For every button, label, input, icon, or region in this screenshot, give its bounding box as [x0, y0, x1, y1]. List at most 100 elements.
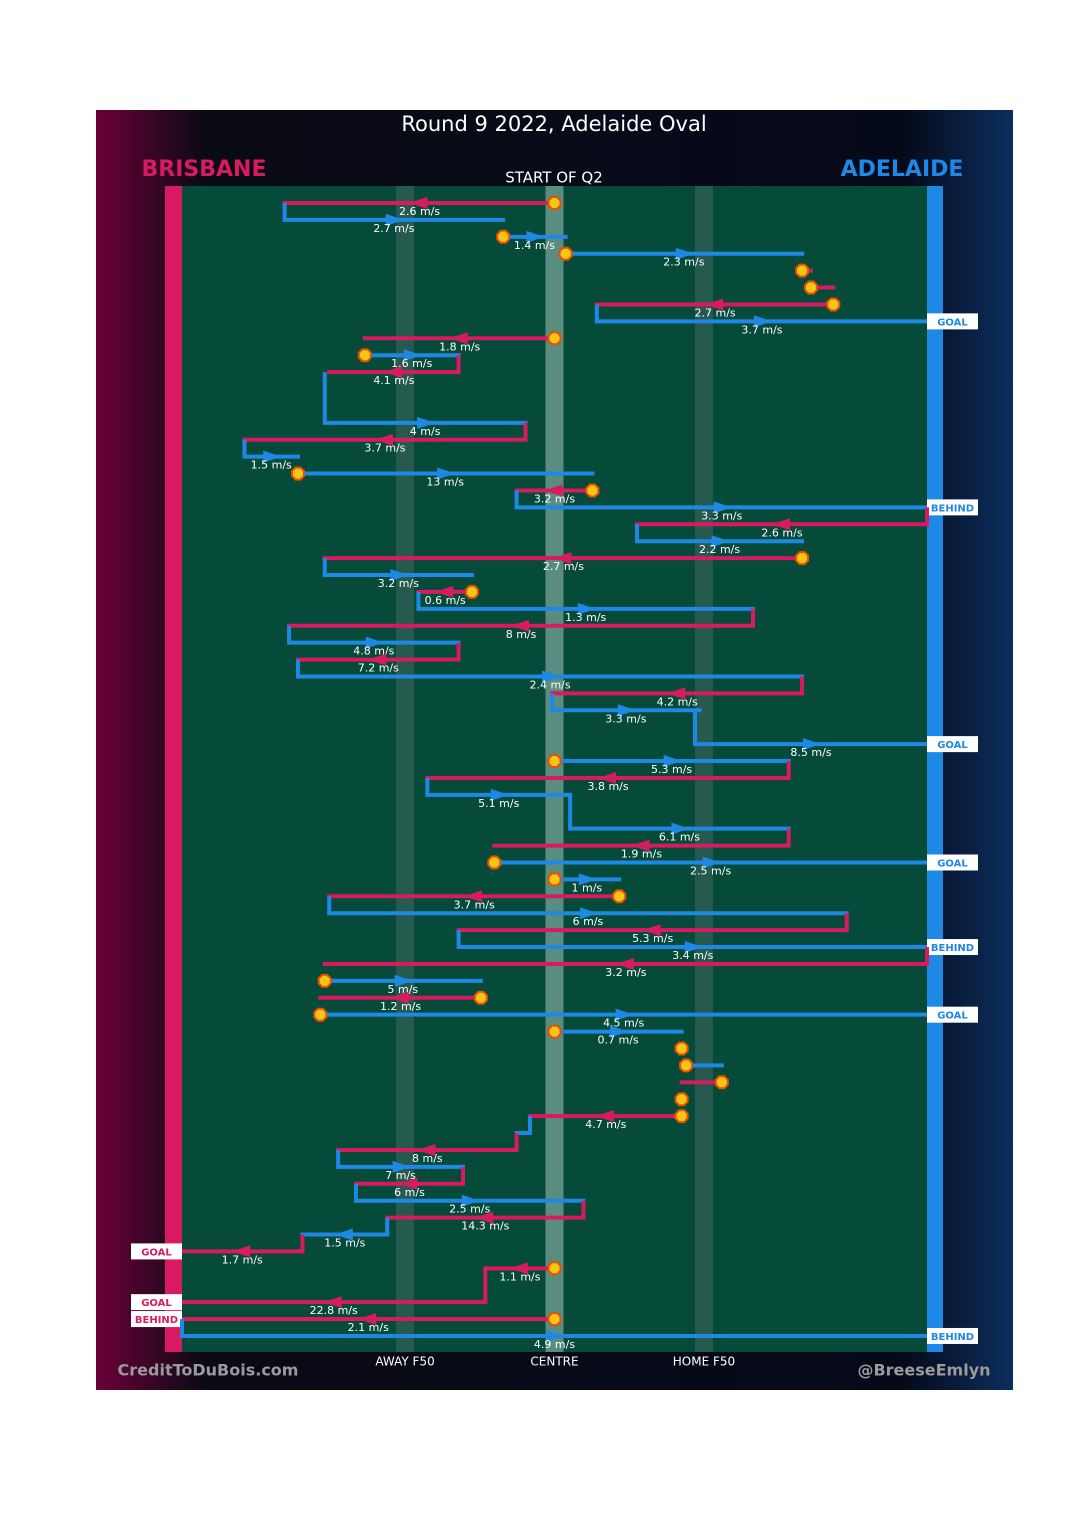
- direction-arrow: [449, 332, 468, 345]
- direction-arrow: [675, 247, 694, 260]
- speed-label: 7 m/s: [385, 1169, 416, 1182]
- stoppage-marker: [714, 1075, 729, 1090]
- stoppage-marker: [357, 348, 372, 363]
- direction-arrow: [579, 907, 598, 920]
- direction-arrow: [399, 1177, 418, 1190]
- chart-title: Round 9 2022, Adelaide Oval: [401, 112, 706, 136]
- speed-label: 2.3 m/s: [663, 256, 704, 269]
- direction-arrow: [383, 366, 402, 379]
- result-label: GOAL: [141, 1247, 172, 1258]
- stoppage-marker: [547, 1024, 562, 1039]
- speed-label: 3.7 m/s: [741, 323, 782, 336]
- stoppage-marker: [317, 973, 332, 988]
- direction-arrow: [365, 636, 384, 649]
- direction-arrow: [435, 585, 454, 598]
- direction-arrow: [663, 755, 682, 768]
- team-name: ADELAIDE: [841, 157, 964, 182]
- result-badge: [927, 939, 978, 956]
- field-marker: [694, 186, 713, 1352]
- result-badge: [131, 1294, 182, 1311]
- speed-label: 3.2 m/s: [534, 492, 575, 505]
- stoppage-marker: [612, 889, 627, 904]
- chart-subtitle: START OF Q2: [505, 169, 603, 187]
- stoppage-marker: [547, 754, 562, 768]
- stoppage-marker: [826, 297, 841, 312]
- direction-arrow: [595, 1110, 614, 1123]
- speed-label: 6.1 m/s: [659, 831, 700, 844]
- speed-label: 3.3 m/s: [701, 509, 742, 522]
- stoppage-marker: [679, 1058, 694, 1073]
- result-badge: [927, 854, 978, 871]
- result-label: GOAL: [937, 1011, 968, 1022]
- speed-label: 2.2 m/s: [699, 543, 740, 556]
- speed-label: 3.2 m/s: [378, 577, 419, 590]
- speed-label: 2.1 m/s: [348, 1321, 389, 1334]
- credit: CreditToDuBois.com: [118, 1361, 299, 1380]
- speed-label: 3.7 m/s: [364, 442, 405, 455]
- result-label: GOAL: [937, 740, 968, 751]
- speed-label: 1.5 m/s: [324, 1237, 365, 1250]
- speed-label: 2.7 m/s: [695, 306, 736, 319]
- result-badge: [927, 313, 978, 330]
- speed-label: 0.7 m/s: [597, 1034, 638, 1047]
- direction-arrow: [546, 1329, 565, 1342]
- x-tick-label: AWAY F50: [375, 1355, 434, 1369]
- direction-arrow: [753, 315, 772, 328]
- speed-label: 8.5 m/s: [790, 746, 831, 759]
- result-label: GOAL: [937, 858, 968, 869]
- speed-label: 2.5 m/s: [449, 1203, 490, 1216]
- speed-label: 3.4 m/s: [672, 949, 713, 962]
- goal-line: [165, 186, 182, 1352]
- direction-arrow: [631, 839, 650, 852]
- result-label: BEHIND: [931, 943, 974, 954]
- speed-label: 22.8 m/s: [310, 1304, 358, 1317]
- direction-arrow: [385, 213, 404, 226]
- goal-line: [927, 186, 943, 1352]
- direction-arrow: [374, 433, 393, 446]
- speed-label: 4.9 m/s: [534, 1338, 575, 1351]
- direction-arrow: [490, 788, 509, 801]
- direction-arrow: [232, 1245, 251, 1258]
- result-badge: [927, 736, 978, 753]
- direction-arrow: [713, 501, 732, 514]
- speed-label: 5.3 m/s: [632, 932, 673, 945]
- direction-arrow: [358, 1313, 377, 1326]
- field-marker: [545, 186, 564, 1352]
- stoppage-marker: [795, 263, 810, 278]
- stoppage-marker: [674, 1041, 689, 1056]
- credit: @BreeseEmlyn: [857, 1361, 990, 1380]
- direction-arrow: [390, 569, 409, 582]
- speed-label: 1.2 m/s: [380, 1000, 421, 1013]
- speed-label: 1.3 m/s: [565, 611, 606, 624]
- speed-label: 7.2 m/s: [358, 662, 399, 675]
- direction-arrow: [437, 467, 456, 480]
- direction-arrow: [610, 1025, 629, 1038]
- stoppage-marker: [465, 584, 479, 599]
- direction-arrow: [553, 552, 572, 565]
- stoppage-marker: [291, 466, 305, 481]
- direction-arrow: [461, 1194, 480, 1207]
- direction-arrow: [526, 230, 545, 243]
- direction-arrow: [464, 890, 483, 903]
- stoppage-marker: [674, 1092, 689, 1107]
- speed-label: 2.6 m/s: [399, 205, 440, 218]
- x-tick-label: HOME F50: [673, 1355, 735, 1369]
- result-label: GOAL: [141, 1298, 172, 1309]
- speed-label: 13 m/s: [426, 476, 464, 489]
- direction-arrow: [578, 873, 597, 886]
- speed-label: 2.7 m/s: [543, 560, 584, 573]
- direction-arrow: [323, 1296, 342, 1309]
- stoppage-marker: [487, 855, 502, 870]
- direction-arrow: [544, 484, 563, 497]
- direction-arrow: [403, 349, 422, 362]
- stoppage-marker: [674, 1109, 689, 1124]
- speed-label: 1.1 m/s: [499, 1270, 540, 1283]
- direction-arrow: [642, 924, 661, 937]
- speed-label: 1 m/s: [572, 881, 603, 894]
- direction-arrow: [617, 704, 636, 717]
- speed-label: 2.5 m/s: [690, 864, 731, 877]
- stoppage-marker: [496, 229, 511, 244]
- direction-arrow: [542, 670, 561, 683]
